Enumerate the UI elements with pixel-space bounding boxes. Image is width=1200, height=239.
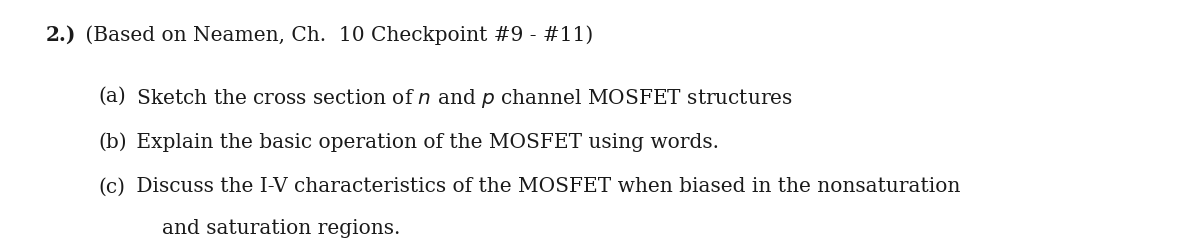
- Text: (a): (a): [98, 87, 126, 106]
- Text: (b): (b): [98, 133, 127, 152]
- Text: (Based on Neamen, Ch.  10 Checkpoint #9 - #11): (Based on Neamen, Ch. 10 Checkpoint #9 -…: [79, 25, 594, 45]
- Text: 2.): 2.): [46, 25, 76, 45]
- Text: Explain the basic operation of the MOSFET using words.: Explain the basic operation of the MOSFE…: [130, 133, 719, 152]
- Text: and saturation regions.: and saturation regions.: [162, 219, 401, 238]
- Text: Discuss the I-V characteristics of the MOSFET when biased in the nonsaturation: Discuss the I-V characteristics of the M…: [130, 177, 960, 196]
- Text: (c): (c): [98, 177, 126, 196]
- Text: Sketch the cross section of $n$ and $p$ channel MOSFET structures: Sketch the cross section of $n$ and $p$ …: [130, 87, 792, 110]
